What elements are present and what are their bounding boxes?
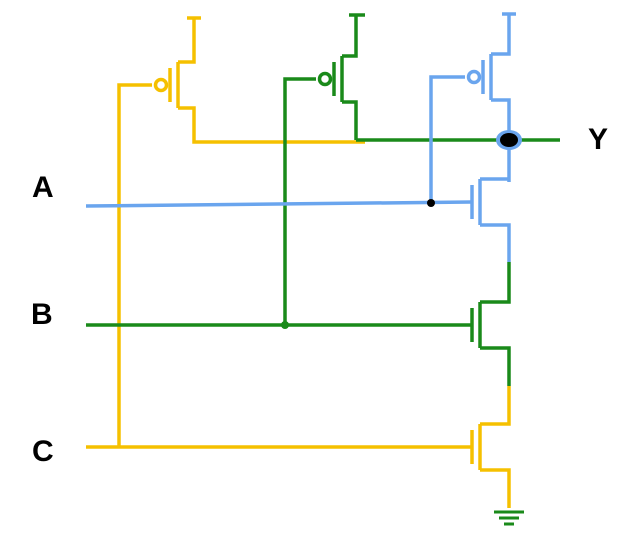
nmos-c-transistor	[470, 386, 511, 508]
output-node-core	[500, 133, 518, 147]
nmos-a-transistor	[470, 148, 511, 262]
input-b-branch	[283, 77, 316, 325]
input-b-net	[86, 13, 560, 386]
input-a-branch	[429, 75, 465, 202]
junction-dot-a	[427, 199, 435, 207]
input-label-b: B	[31, 298, 53, 331]
pmos-c-transistor	[168, 16, 365, 144]
nmos-b-transistor	[470, 262, 511, 386]
pmos-b-transistor	[332, 13, 365, 140]
input-a-net	[85, 12, 516, 262]
pmos-a-transistor	[481, 12, 516, 132]
pmos-c-bubble	[153, 77, 169, 93]
pmos-b-bubble	[317, 71, 333, 87]
input-label-c: C	[32, 435, 54, 468]
input-c-branch	[117, 83, 152, 447]
pmos-a-bubble	[466, 69, 482, 85]
input-label-a: A	[32, 171, 54, 204]
input-a-wire	[85, 200, 473, 208]
input-c-net	[86, 16, 511, 508]
ground-icon	[494, 510, 524, 526]
junction-dot-b	[281, 321, 289, 329]
output-label-y: Y	[588, 123, 608, 156]
